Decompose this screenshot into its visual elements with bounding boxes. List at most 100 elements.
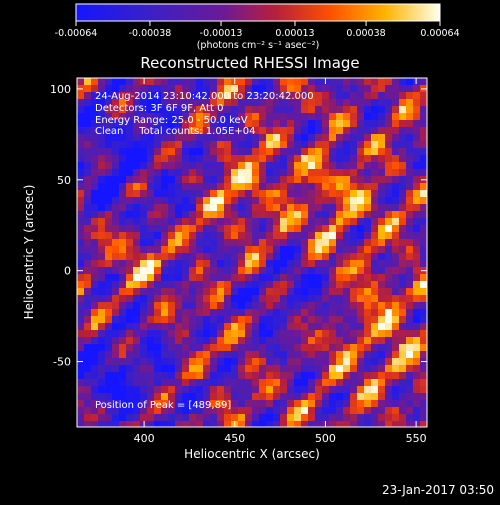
heatmap-cell: [378, 281, 386, 289]
x-axis-label: Heliocentric X (arcsec): [184, 447, 320, 461]
heatmap-cell: [91, 295, 99, 303]
heatmap-cell: [175, 309, 183, 317]
heatmap-cell: [126, 211, 134, 219]
heatmap-cell: [385, 134, 393, 142]
heatmap-cell: [133, 393, 141, 401]
heatmap-cell: [287, 295, 295, 303]
heatmap-cell: [378, 379, 386, 387]
heatmap-cell: [273, 260, 281, 268]
heatmap-cell: [413, 211, 421, 219]
heatmap-cell: [329, 288, 337, 296]
heatmap-cell: [98, 176, 106, 184]
heatmap-cell: [77, 365, 85, 373]
heatmap-cell: [196, 176, 204, 184]
heatmap-cell: [364, 267, 372, 275]
heatmap-cell: [252, 295, 260, 303]
heatmap-cell: [98, 239, 106, 247]
heatmap-cell: [105, 99, 113, 107]
heatmap-cell: [175, 141, 183, 149]
heatmap-cell: [357, 323, 365, 331]
heatmap-cell: [154, 113, 162, 121]
heatmap-cell: [231, 148, 239, 156]
heatmap-cell: [329, 260, 337, 268]
heatmap-cell: [406, 288, 414, 296]
heatmap-cell: [161, 351, 169, 359]
heatmap-cell: [399, 260, 407, 268]
heatmap-cell: [294, 239, 302, 247]
heatmap-cell: [322, 211, 330, 219]
heatmap-cell: [112, 400, 120, 408]
heatmap-cell: [350, 92, 358, 100]
heatmap-cell: [259, 218, 267, 226]
heatmap-cell: [364, 169, 372, 177]
heatmap-cell: [126, 92, 134, 100]
heatmap-cell: [77, 281, 85, 289]
heatmap-cell: [154, 274, 162, 282]
heatmap-cell: [280, 218, 288, 226]
heatmap-cell: [133, 148, 141, 156]
heatmap-cell: [105, 162, 113, 170]
heatmap-cell: [98, 113, 106, 121]
heatmap-cell: [210, 421, 218, 427]
heatmap-cell: [210, 211, 218, 219]
heatmap-cell: [399, 274, 407, 282]
heatmap-cell: [259, 323, 267, 331]
heatmap-cell: [399, 309, 407, 317]
heatmap-cell: [287, 218, 295, 226]
heatmap-cell: [224, 239, 232, 247]
heatmap-cell: [315, 288, 323, 296]
heatmap-cell: [266, 281, 274, 289]
heatmap-cell: [392, 309, 400, 317]
heatmap-cell: [91, 393, 99, 401]
heatmap-cell: [140, 232, 148, 240]
heatmap-cell: [399, 288, 407, 296]
heatmap-cell: [217, 78, 225, 86]
heatmap-cell: [252, 393, 260, 401]
heatmap-cell: [350, 253, 358, 261]
heatmap-cell: [259, 253, 267, 261]
heatmap-cell: [287, 323, 295, 331]
heatmap-cell: [385, 246, 393, 254]
heatmap-cell: [98, 281, 106, 289]
heatmap-cell: [308, 169, 316, 177]
heatmap-cell: [77, 197, 85, 205]
heatmap-cell: [350, 288, 358, 296]
heatmap-cell: [287, 162, 295, 170]
heatmap-cell: [385, 169, 393, 177]
heatmap-cell: [98, 358, 106, 366]
heatmap-cell: [119, 239, 127, 247]
heatmap-cell: [175, 211, 183, 219]
heatmap-cell: [308, 141, 316, 149]
heatmap-cell: [315, 127, 323, 135]
heatmap-cell: [126, 337, 134, 345]
heatmap-cell: [245, 267, 253, 275]
heatmap-cell: [98, 92, 106, 100]
heatmap-cell: [245, 316, 253, 324]
heatmap-cell: [336, 78, 344, 86]
heatmap-cell: [399, 148, 407, 156]
heatmap-cell: [273, 190, 281, 198]
heatmap-cell: [308, 358, 316, 366]
heatmap-cell: [259, 106, 267, 114]
heatmap-cell: [133, 365, 141, 373]
heatmap-cell: [231, 92, 239, 100]
heatmap-cell: [385, 197, 393, 205]
heatmap-cell: [91, 155, 99, 163]
heatmap-cell: [364, 141, 372, 149]
heatmap-cell: [322, 134, 330, 142]
heatmap-cell: [77, 113, 85, 121]
heatmap-cell: [371, 176, 379, 184]
heatmap-cell: [133, 400, 141, 408]
heatmap-cell: [189, 148, 197, 156]
heatmap-cell: [147, 407, 155, 415]
heatmap-cell: [91, 337, 99, 345]
heatmap-cell: [105, 148, 113, 156]
heatmap-cell: [77, 288, 85, 296]
heatmap-cell: [294, 232, 302, 240]
heatmap-cell: [259, 302, 267, 310]
heatmap-cell: [399, 267, 407, 275]
heatmap-cell: [378, 99, 386, 107]
heatmap-cell: [161, 218, 169, 226]
